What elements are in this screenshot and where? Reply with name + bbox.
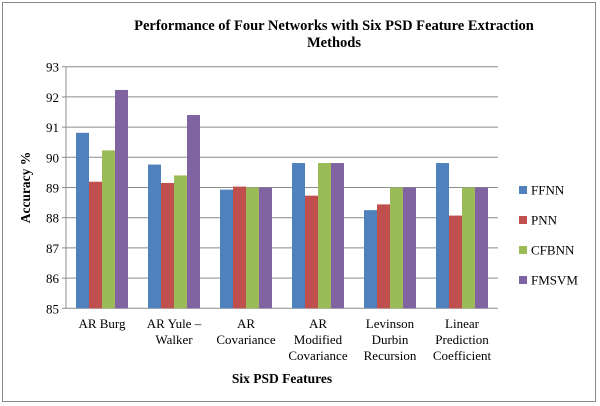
bar-fmsvm — [259, 187, 272, 309]
y-tick-label: 91 — [46, 120, 59, 135]
x-axis-label: Six PSD Features — [232, 371, 332, 386]
bar-pnn — [449, 215, 462, 309]
legend-swatch — [519, 216, 527, 224]
bar-cfbnn — [390, 187, 403, 309]
legend-label: FMSVM — [531, 273, 578, 288]
legend-swatch — [519, 246, 527, 254]
bar-ffnn — [436, 163, 449, 309]
bar-fmsvm — [403, 187, 416, 309]
bar-fmsvm — [475, 187, 488, 309]
legend-swatch — [519, 186, 527, 194]
bar-ffnn — [364, 210, 377, 309]
bar-fmsvm — [331, 163, 344, 309]
bar-ffnn — [292, 163, 305, 309]
bar-ffnn — [148, 164, 161, 309]
x-tick-label: Linear — [445, 316, 480, 331]
y-tick-label: 87 — [46, 241, 60, 256]
legend-label: CFBNN — [531, 243, 575, 258]
bar-ffnn — [76, 132, 89, 309]
x-tick-label: Prediction — [435, 332, 489, 347]
x-tick-label: AR Burg — [78, 316, 126, 331]
y-tick-label: 85 — [46, 301, 59, 316]
bar-pnn — [305, 195, 318, 309]
x-tick-label: Covariance — [288, 348, 347, 363]
bar-fmsvm — [187, 115, 200, 309]
x-tick-label: AR — [309, 316, 327, 331]
bar-pnn — [161, 182, 174, 309]
x-tick-label: Walker — [155, 332, 193, 347]
y-tick-label: 89 — [46, 181, 59, 196]
x-tick-label: AR Yule – — [147, 316, 202, 331]
legend-label: FFNN — [531, 183, 565, 198]
bar-pnn — [233, 186, 246, 309]
x-tick-label: Levinson — [366, 316, 415, 331]
bar-fmsvm — [115, 89, 128, 309]
bar-pnn — [89, 181, 102, 309]
y-tick-label: 88 — [46, 211, 59, 226]
x-tick-label: AR — [237, 316, 255, 331]
y-tick-label: 90 — [46, 150, 59, 165]
y-tick-label: 92 — [46, 90, 59, 105]
bar-cfbnn — [462, 187, 475, 309]
bar-pnn — [377, 204, 390, 309]
y-axis-label: Accuracy % — [18, 152, 33, 224]
x-tick-label: Covariance — [216, 332, 275, 347]
legend-swatch — [519, 276, 527, 284]
bar-cfbnn — [174, 175, 187, 309]
chart-title: Methods — [307, 35, 361, 51]
x-tick-label: Durbin — [372, 332, 409, 347]
chart-frame — [2, 2, 596, 402]
bar-cfbnn — [246, 187, 259, 309]
legend-label: PNN — [531, 213, 558, 228]
x-tick-label: Modified — [294, 332, 343, 347]
y-tick-label: 86 — [46, 271, 60, 286]
y-tick-label: 93 — [46, 60, 59, 75]
bar-cfbnn — [318, 163, 331, 309]
bar-cfbnn — [102, 150, 115, 309]
x-tick-label: Recursion — [364, 348, 417, 363]
bar-ffnn — [220, 189, 233, 309]
x-tick-label: Coefficient — [433, 348, 492, 363]
chart-title: Performance of Four Networks with Six PS… — [134, 18, 534, 34]
